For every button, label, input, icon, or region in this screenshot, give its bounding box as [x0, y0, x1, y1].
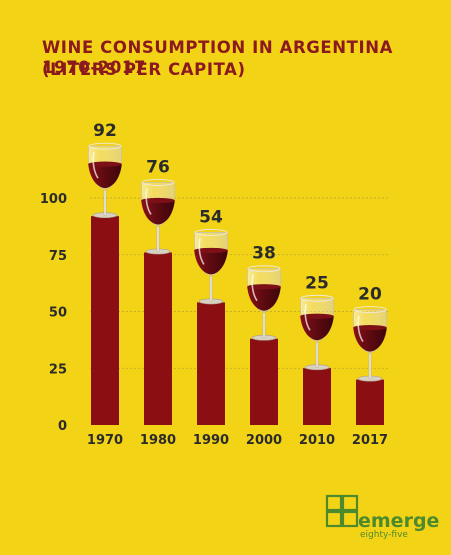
wine-glass-icon: [300, 294, 334, 371]
wine-fill: [194, 250, 228, 275]
wine-fill: [247, 286, 281, 311]
wine-surface: [194, 247, 228, 254]
glass-stem: [209, 276, 213, 302]
x-tick-label: 1990: [193, 433, 229, 448]
y-tick-label: 50: [49, 306, 67, 321]
wine-surface: [353, 325, 387, 331]
chart-title-line-2: (LITERS PER CAPITA): [42, 60, 246, 79]
bar: [197, 302, 225, 425]
glass-highlight: [357, 315, 364, 343]
wine-glass-icon: [141, 179, 175, 255]
glass-highlight: [251, 274, 258, 302]
gridlines: [90, 197, 390, 369]
data-label: 38: [252, 244, 276, 264]
wine-glass-icon: [353, 306, 387, 382]
logo-mark-square-3: [341, 510, 359, 528]
chart-title-line-1: WINE CONSUMPTION IN ARGENTINA 1970-2017: [42, 38, 394, 77]
data-label: 76: [146, 157, 170, 177]
wine-glass-icon: [194, 228, 228, 305]
y-tick-label: 100: [40, 192, 67, 207]
wine-surface: [247, 284, 281, 290]
wine-fill: [141, 200, 175, 225]
x-axis-ticks: 1970 1980 1990 2000 2010 2017: [87, 433, 388, 448]
bar: [356, 379, 384, 425]
y-tick-label: 25: [49, 362, 67, 377]
logo-mark-square-1: [325, 494, 343, 512]
y-axis-ticks: 0 25 50 75 100: [40, 192, 67, 434]
glass-rim: [353, 306, 387, 314]
x-tick-label: 2010: [299, 433, 335, 448]
data-label: 25: [305, 273, 329, 293]
glass-rim: [247, 265, 281, 273]
glass-rim: [194, 228, 228, 236]
glass-highlight: [304, 304, 311, 331]
glass-stem: [262, 312, 266, 338]
wine-surface: [88, 161, 122, 167]
wine-fill: [88, 164, 122, 189]
glass-rim: [300, 294, 334, 302]
logo-tagline: eighty-five: [360, 530, 408, 540]
wine-glass-icon: [247, 265, 281, 341]
data-label: 20: [358, 285, 382, 305]
bar: [250, 338, 278, 425]
x-tick-label: 2000: [246, 433, 282, 448]
logo-mark-square-2: [325, 510, 343, 528]
data-labels: 92 76 54 38 25 20: [93, 121, 382, 304]
wine-glass-icon: [88, 142, 122, 219]
y-tick-label: 75: [49, 249, 67, 264]
bar: [303, 368, 331, 425]
data-label: 92: [93, 121, 117, 141]
logo-mark-square-4: [341, 494, 359, 512]
glass-stem: [315, 342, 319, 368]
wine-fill: [353, 327, 387, 352]
logo-name: emerge: [358, 510, 439, 532]
x-tick-label: 1980: [140, 433, 176, 448]
bars: [91, 216, 384, 425]
glass-stem: [368, 353, 372, 379]
glass-highlight: [198, 238, 205, 265]
data-label: 54: [199, 207, 223, 227]
bar: [144, 252, 172, 425]
wine-surface: [141, 197, 175, 204]
wine-surface: [300, 313, 334, 319]
wine-glasses: [88, 142, 387, 382]
brand-logo: emerge eighty-five: [325, 494, 439, 540]
glass-rim: [141, 179, 175, 186]
glass-stem: [156, 226, 160, 252]
x-tick-label: 1970: [87, 433, 123, 448]
x-tick-label: 2017: [352, 433, 388, 448]
bar: [91, 216, 119, 425]
glass-highlight: [92, 152, 99, 179]
glass-rim: [88, 142, 122, 150]
glass-highlight: [145, 188, 152, 215]
glass-stem: [103, 189, 107, 216]
wine-fill: [300, 316, 334, 341]
y-tick-label: 0: [58, 419, 67, 434]
